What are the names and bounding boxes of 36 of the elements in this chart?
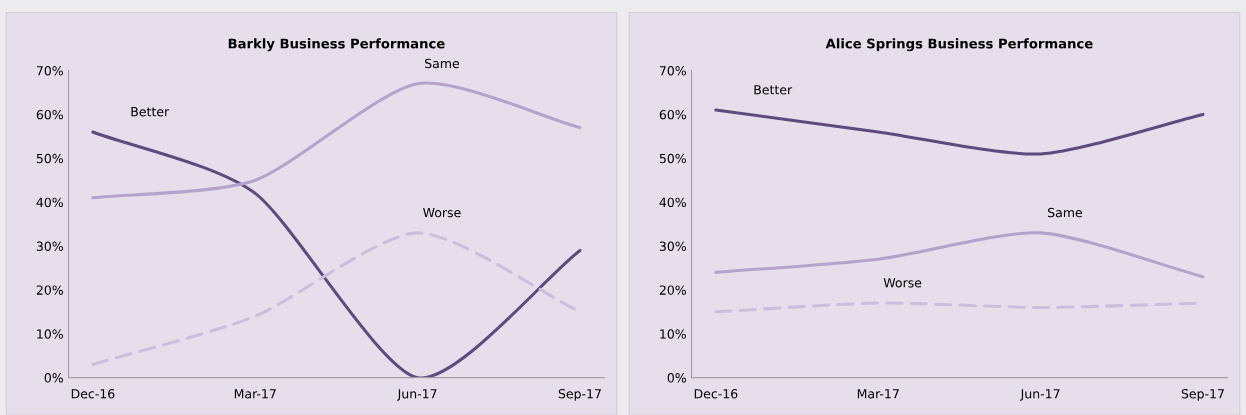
y-tick-label: 40% xyxy=(36,197,63,208)
y-tick-label: 70% xyxy=(659,66,686,76)
y-tick-label: 30% xyxy=(36,241,63,251)
line-series xyxy=(714,231,1205,279)
x-tick-label: Mar-17 xyxy=(857,389,899,399)
series-label: Same xyxy=(425,58,460,69)
text: Better xyxy=(131,107,170,117)
y-tick-label: 60% xyxy=(36,109,63,120)
line-series xyxy=(714,108,1205,156)
series-label: Worse xyxy=(423,208,461,218)
y-tick-label: 20% xyxy=(659,285,686,295)
line-series xyxy=(91,81,582,200)
y-tick-label: 10% xyxy=(660,329,686,339)
line-series xyxy=(91,130,582,378)
y-tick-label: 30% xyxy=(659,241,686,251)
y-tick-label: 70% xyxy=(36,66,63,76)
chart-title: Barkly Business Performance xyxy=(228,38,445,52)
series-label: Same xyxy=(1048,207,1083,218)
x-tick-label: Mar-17 xyxy=(234,389,276,399)
series-label: Better xyxy=(754,85,793,95)
x-tick-label: Dec-16 xyxy=(694,388,738,399)
y-tick-label: 50% xyxy=(659,153,686,164)
x-tick-label: Jun-17 xyxy=(1019,389,1060,401)
y-tick-label: 40% xyxy=(659,197,686,208)
chart-title: Alice Springs Business Performance xyxy=(825,38,1093,52)
y-tick-label: 50% xyxy=(36,153,63,164)
y-tick-label: 10% xyxy=(37,329,63,339)
y-tick-label: 60% xyxy=(659,109,686,120)
y-tick-label: 0% xyxy=(44,373,63,383)
series-label: Worse xyxy=(883,278,922,288)
x-tick-label: Sep-17 xyxy=(558,388,601,401)
y-tick-label: 0% xyxy=(667,373,686,383)
x-tick-label: Jun-17 xyxy=(396,389,437,401)
y-tick-label: 20% xyxy=(36,285,63,295)
x-tick-label: Sep-17 xyxy=(1181,388,1224,401)
x-tick-label: Dec-16 xyxy=(71,388,115,399)
